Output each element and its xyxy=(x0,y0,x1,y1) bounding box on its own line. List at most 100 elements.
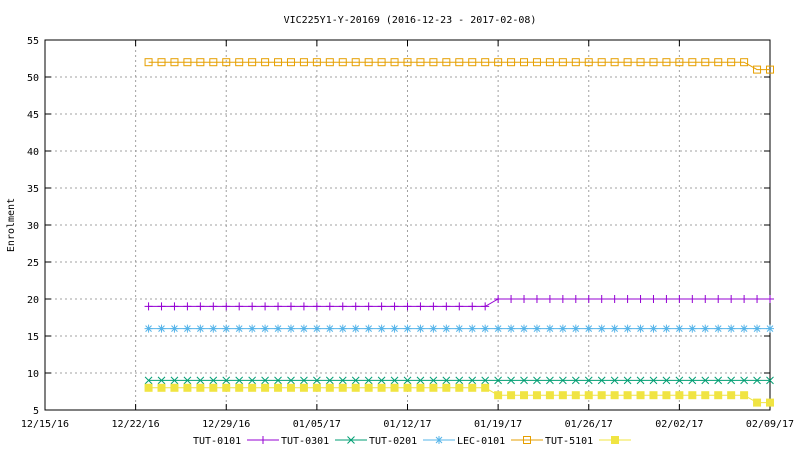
data-point-tut-0101 xyxy=(364,302,373,311)
data-point-tut-0101 xyxy=(727,295,736,303)
data-point-lec-0101 xyxy=(558,58,567,67)
data-point-tut-0201 xyxy=(299,324,308,333)
data-point-tut-0201 xyxy=(740,324,749,333)
chart-title: VIC225Y1-Y-20169 (2016-12-23 - 2017-02-0… xyxy=(284,15,537,26)
data-point-tut-0101 xyxy=(274,302,283,311)
data-point-tut-5101 xyxy=(312,383,321,392)
data-point-lec-0101 xyxy=(403,58,412,67)
data-point-lec-0101 xyxy=(597,58,606,67)
data-point-tut-0301 xyxy=(688,376,697,385)
series-layer xyxy=(144,58,774,407)
data-point-tut-0301 xyxy=(675,376,684,385)
data-point-lec-0101 xyxy=(338,58,347,67)
data-point-lec-0101 xyxy=(688,58,697,67)
data-point-tut-0201 xyxy=(157,324,166,333)
data-point-tut-0301 xyxy=(274,376,282,385)
data-point-tut-0101 xyxy=(157,302,166,311)
data-point-tut-0301 xyxy=(610,376,619,385)
data-point-lec-0101 xyxy=(364,58,373,67)
data-point-tut-0201 xyxy=(286,324,295,333)
data-point-tut-0301 xyxy=(403,376,412,385)
data-point-tut-0101 xyxy=(222,302,231,311)
data-point-tut-0101 xyxy=(442,302,451,311)
data-point-lec-0101 xyxy=(610,58,619,67)
data-point-lec-0101 xyxy=(571,58,580,67)
y-tick-label: 30 xyxy=(27,221,39,232)
data-point-tut-5101 xyxy=(144,383,153,392)
data-point-tut-0301 xyxy=(533,376,541,385)
grid-layer xyxy=(45,40,770,410)
data-point-tut-0101 xyxy=(623,295,632,303)
x-tick-label: 02/02/17 xyxy=(655,419,703,430)
data-point-tut-0101 xyxy=(610,295,619,303)
data-point-tut-0101 xyxy=(545,295,554,303)
data-point-tut-0101 xyxy=(714,295,723,303)
data-point-tut-5101 xyxy=(610,391,619,400)
data-point-tut-0101 xyxy=(455,302,464,311)
x-tick-label: 12/22/16 xyxy=(112,419,160,430)
data-point-lec-0101 xyxy=(209,58,218,67)
data-point-tut-5101 xyxy=(338,383,347,392)
data-point-tut-0301 xyxy=(701,376,710,385)
y-axis-label: Enrolment xyxy=(6,198,17,252)
data-point-lec-0101 xyxy=(157,58,166,67)
data-point-tut-0101 xyxy=(740,295,749,303)
legend-label: TUT-5101 xyxy=(545,436,593,447)
data-point-tut-0301 xyxy=(377,376,386,385)
data-point-tut-0301 xyxy=(740,376,748,385)
data-point-lec-0101 xyxy=(170,58,179,67)
series-tut-5101 xyxy=(144,383,774,407)
data-point-tut-0301 xyxy=(364,376,373,385)
data-point-tut-0301 xyxy=(209,376,218,385)
y-tick-label: 25 xyxy=(27,258,39,269)
data-point-tut-0201 xyxy=(507,324,516,333)
data-point-lec-0101 xyxy=(144,58,153,67)
data-point-tut-0101 xyxy=(183,302,192,311)
data-point-tut-0101 xyxy=(196,302,205,311)
data-point-tut-0301 xyxy=(468,376,477,385)
data-point-tut-0201 xyxy=(753,324,762,333)
data-point-lec-0101 xyxy=(261,58,270,67)
data-point-tut-0301 xyxy=(520,376,528,385)
data-point-tut-0301 xyxy=(623,376,632,385)
data-point-tut-5101 xyxy=(183,383,192,392)
legend-label: TUT-0101 xyxy=(193,436,241,447)
series-tut-0201 xyxy=(144,324,774,333)
data-point-tut-5101 xyxy=(558,391,567,400)
y-tick-label: 50 xyxy=(27,73,39,84)
data-point-tut-0301 xyxy=(144,376,153,385)
data-point-tut-0201 xyxy=(636,324,645,333)
data-point-lec-0101 xyxy=(623,58,632,67)
data-point-lec-0101 xyxy=(248,58,257,67)
data-point-lec-0101 xyxy=(442,58,451,67)
data-point-lec-0101 xyxy=(196,58,205,67)
data-point-lec-0101 xyxy=(286,58,295,67)
data-point-tut-0201 xyxy=(688,324,697,333)
data-point-lec-0101 xyxy=(520,58,529,67)
legend-item-lec-0101: LEC-0101 xyxy=(457,436,543,447)
data-point-tut-5101 xyxy=(390,383,399,392)
data-point-tut-5101 xyxy=(222,383,231,392)
data-point-tut-0201 xyxy=(584,324,593,333)
series-tut-0101 xyxy=(144,295,774,311)
data-point-tut-0201 xyxy=(248,324,257,333)
data-point-tut-5101 xyxy=(597,391,606,400)
legend-item-tut-0201: TUT-0201 xyxy=(369,436,455,447)
data-point-tut-5101 xyxy=(416,383,425,392)
data-point-tut-0101 xyxy=(144,302,153,311)
data-point-tut-5101 xyxy=(636,391,645,400)
data-point-tut-5101 xyxy=(286,383,295,392)
data-point-tut-0301 xyxy=(325,376,334,385)
data-point-tut-0201 xyxy=(545,324,554,333)
data-point-tut-0301 xyxy=(390,376,399,385)
data-point-tut-0101 xyxy=(571,295,580,303)
data-point-tut-0301 xyxy=(559,376,567,385)
x-tick-label: 12/15/16 xyxy=(21,419,69,430)
data-point-tut-0301 xyxy=(196,376,205,385)
data-point-tut-5101 xyxy=(675,391,684,400)
data-point-tut-0301 xyxy=(597,376,606,385)
data-point-lec-0101 xyxy=(545,58,554,67)
x-tick-label: 01/12/17 xyxy=(383,419,431,430)
data-point-lec-0101 xyxy=(662,58,671,67)
